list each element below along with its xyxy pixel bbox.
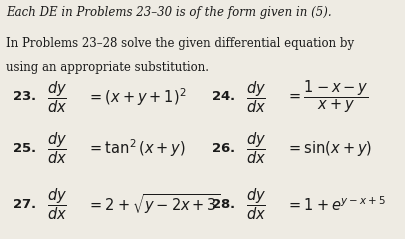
Text: Each DE in Problems 23–30 is of the form given in (5).: Each DE in Problems 23–30 is of the form… xyxy=(6,6,331,19)
Text: $= 2 + \sqrt{y - 2x + 3}$: $= 2 + \sqrt{y - 2x + 3}$ xyxy=(87,192,220,216)
Text: In Problems 23–28 solve the given differential equation by: In Problems 23–28 solve the given differ… xyxy=(6,37,353,50)
Text: $= (x + y + 1)^2$: $= (x + y + 1)^2$ xyxy=(87,86,186,108)
Text: $\dfrac{dy}{dx}$: $\dfrac{dy}{dx}$ xyxy=(245,130,265,166)
Text: $\dfrac{dy}{dx}$: $\dfrac{dy}{dx}$ xyxy=(47,79,66,114)
Text: $\mathbf{24.}$: $\mathbf{24.}$ xyxy=(211,90,235,103)
Text: $\dfrac{dy}{dx}$: $\dfrac{dy}{dx}$ xyxy=(47,130,66,166)
Text: $= \sin(x + y)$: $= \sin(x + y)$ xyxy=(286,139,371,158)
Text: $= \dfrac{1 - x - y}{x + y}$: $= \dfrac{1 - x - y}{x + y}$ xyxy=(286,79,368,115)
Text: $\mathbf{26.}$: $\mathbf{26.}$ xyxy=(211,142,235,155)
Text: $\dfrac{dy}{dx}$: $\dfrac{dy}{dx}$ xyxy=(245,79,265,114)
Text: $= 1 + e^{y - x + 5}$: $= 1 + e^{y - x + 5}$ xyxy=(286,195,385,214)
Text: $\dfrac{dy}{dx}$: $\dfrac{dy}{dx}$ xyxy=(47,187,66,222)
Text: $\mathbf{27.}$: $\mathbf{27.}$ xyxy=(12,198,36,211)
Text: $\mathbf{28.}$: $\mathbf{28.}$ xyxy=(211,198,235,211)
Text: $\mathbf{23.}$: $\mathbf{23.}$ xyxy=(12,90,36,103)
Text: $\mathbf{25.}$: $\mathbf{25.}$ xyxy=(12,142,36,155)
Text: using an appropriate substitution.: using an appropriate substitution. xyxy=(6,61,209,74)
Text: $\dfrac{dy}{dx}$: $\dfrac{dy}{dx}$ xyxy=(245,187,265,222)
Text: $= \tan^2(x + y)$: $= \tan^2(x + y)$ xyxy=(87,137,185,159)
